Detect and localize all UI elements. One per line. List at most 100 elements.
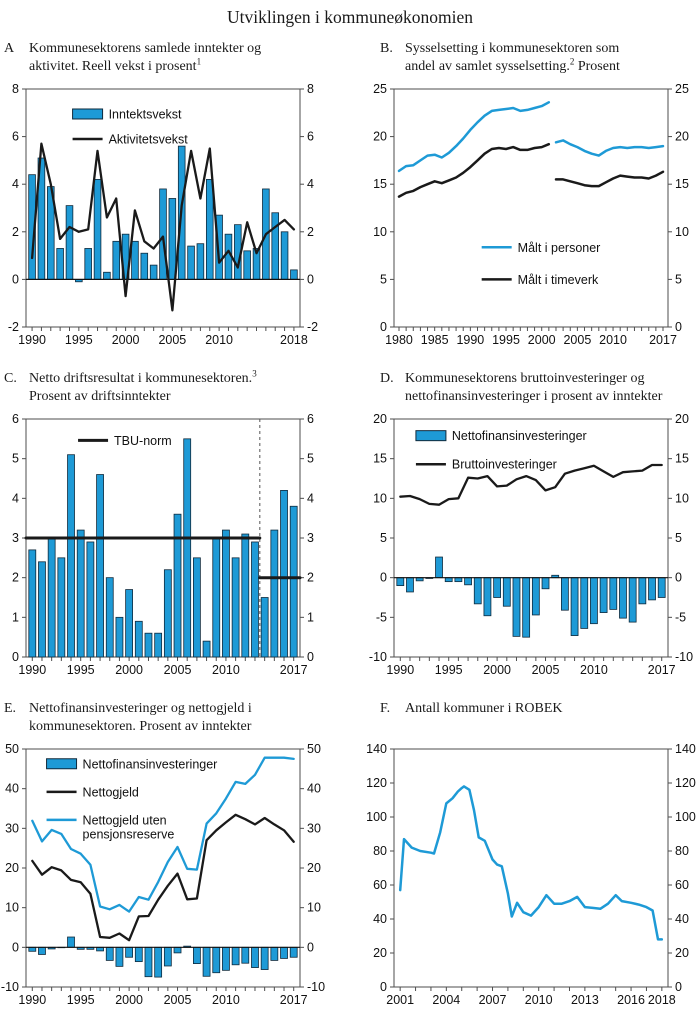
tick-label: 1: [12, 610, 19, 624]
tick-label: 0: [675, 571, 682, 585]
tick-label: -10: [1, 980, 19, 994]
tick-label: Nettofinansinvesteringer: [83, 757, 218, 771]
tick-label: 2: [12, 571, 19, 585]
panel-f-letter: F.: [380, 700, 405, 738]
bars-inntektsvekst: [29, 146, 298, 282]
panel-c: C. Netto driftsresultat i kommunesektore…: [0, 361, 350, 691]
panel-e-letter: E.: [4, 700, 29, 738]
tick-label: 0: [380, 980, 387, 994]
tick-label: 2: [307, 571, 314, 585]
tick-label: 0: [307, 650, 314, 664]
tick-label: TBU-norm: [114, 434, 172, 448]
tick-label: 30: [5, 821, 19, 835]
tick-label: 2010: [599, 333, 627, 347]
bars-netto-driftsresultat: [29, 439, 297, 657]
tick-label: 2005: [164, 993, 192, 1007]
plot-border: [394, 749, 668, 987]
panel-a: A Kommunesektorens samlede inntekter og …: [0, 31, 350, 361]
tick-label: 20: [5, 861, 19, 875]
tick-label: 30: [307, 821, 321, 835]
tick-label: 1995: [67, 993, 95, 1007]
tick-label: -5: [675, 610, 686, 624]
tick-label: 2010: [205, 333, 233, 347]
tick-label: 2017: [648, 663, 676, 677]
tick-label: 20: [675, 946, 689, 960]
tick-label: 0: [307, 272, 314, 286]
tick-label: 20: [373, 412, 387, 426]
tick-label: Målt i timeverk: [518, 273, 599, 287]
tick-label: 3: [307, 531, 314, 545]
tick-label: 4: [12, 177, 19, 191]
panel-d: D. Kommunesektorens bruttoinvesteringer …: [350, 361, 700, 691]
line-m-lt-i-personer: [399, 102, 663, 171]
panel-e-title: E. Nettofinansinvesteringer og nettogjel…: [4, 700, 350, 738]
tick-label: Nettogjeld: [83, 785, 139, 799]
plot-border: [394, 419, 668, 657]
tick-label: 120: [675, 776, 696, 790]
tick-label: 6: [12, 412, 19, 426]
panel-d-title-text: Kommunesektorens bruttoinvesteringer og …: [405, 370, 662, 408]
tick-label: 10: [675, 491, 689, 505]
panel-a-letter: A: [4, 40, 29, 78]
tick-label: 100: [366, 810, 387, 824]
tick-label: 5: [380, 531, 387, 545]
tick-label: 8: [307, 82, 314, 96]
tick-label: 20: [307, 861, 321, 875]
tick-label: 2000: [528, 333, 556, 347]
tick-label: 2016: [617, 993, 645, 1007]
tick-label: 140: [366, 742, 387, 756]
tick-label: 10: [675, 225, 689, 239]
legend-bar-swatch: [416, 431, 446, 441]
tick-label: 2005: [164, 663, 192, 677]
tick-label: Bruttoinvesteringer: [452, 458, 557, 472]
tick-label: 2000: [112, 333, 140, 347]
tick-label: 1995: [67, 663, 95, 677]
tick-label: 2007: [479, 993, 507, 1007]
panel-c-title: C. Netto driftsresultat i kommunesektore…: [4, 370, 350, 408]
plot-border: [394, 89, 668, 327]
tick-label: 80: [675, 844, 689, 858]
panel-b: B. Sysselsetting i kommunesektoren som a…: [350, 31, 700, 361]
panel-f-title: F. Antall kommuner i ROBEK: [380, 700, 700, 738]
tick-label: -10: [675, 650, 693, 664]
tick-label: 2010: [525, 993, 553, 1007]
tick-label: Nettofinansinvesteringer: [452, 429, 587, 443]
tick-label: 2010: [580, 663, 608, 677]
figure-grid: A Kommunesektorens samlede inntekter og …: [0, 31, 700, 1021]
tick-label: 8: [12, 82, 19, 96]
tick-label: 10: [373, 225, 387, 239]
tick-label: -10: [307, 980, 325, 994]
tick-label: 2: [307, 225, 314, 239]
tick-label: 2005: [532, 663, 560, 677]
tick-label: 15: [373, 177, 387, 191]
legend-bar-swatch: [73, 109, 103, 119]
panel-b-title: B. Sysselsetting i kommunesektoren som a…: [380, 40, 700, 78]
tick-label: 40: [675, 912, 689, 926]
tick-label: 2017: [280, 993, 308, 1007]
panel-c-letter: C.: [4, 370, 29, 408]
tick-label: 5: [675, 272, 682, 286]
tick-label: 1990: [18, 333, 46, 347]
panel-b-letter: B.: [380, 40, 405, 78]
tick-label: 20: [373, 130, 387, 144]
tick-label: 4: [12, 491, 19, 505]
tick-label: 1980: [385, 333, 413, 347]
tick-label: 3: [12, 531, 19, 545]
panel-d-title: D. Kommunesektorens bruttoinvesteringer …: [380, 370, 700, 408]
tick-label: 15: [675, 177, 689, 191]
tick-label: 0: [12, 650, 19, 664]
tick-label: 50: [5, 742, 19, 756]
tick-label: 2000: [115, 993, 143, 1007]
panel-c-title-text: Netto driftsresultat i kommunesektoren.3…: [29, 370, 257, 408]
tick-label: 10: [307, 901, 321, 915]
tick-label: 6: [307, 130, 314, 144]
tick-label: 1995: [65, 333, 93, 347]
tick-label: 1: [307, 610, 314, 624]
tick-label: -10: [369, 650, 387, 664]
tick-label: 4: [307, 177, 314, 191]
